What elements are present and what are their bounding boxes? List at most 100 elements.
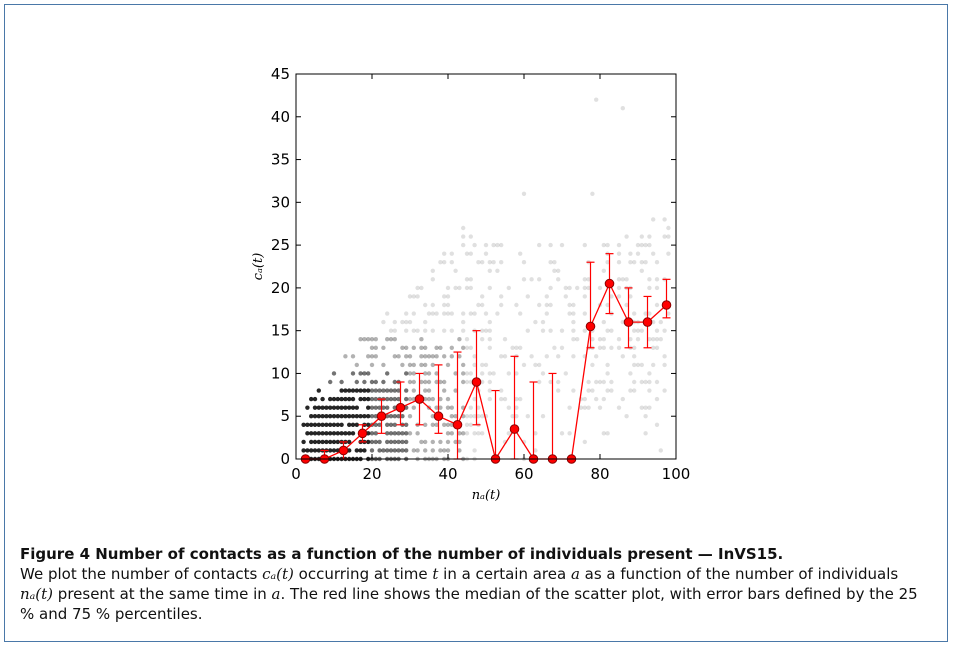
- scatter-point: [651, 217, 656, 222]
- scatter-point: [430, 439, 435, 445]
- scatter-point: [347, 439, 352, 445]
- scatter-point: [506, 371, 511, 376]
- scatter-point: [666, 251, 671, 256]
- scatter-point: [328, 422, 333, 427]
- scatter-point: [632, 328, 637, 333]
- scatter-point: [445, 439, 451, 445]
- scatter-point: [423, 448, 428, 453]
- scatter-point: [350, 431, 356, 436]
- median-point: [433, 411, 444, 422]
- scatter-point: [635, 251, 641, 256]
- scatter-point: [385, 396, 390, 402]
- scatter-point: [472, 431, 477, 436]
- scatter-point: [369, 345, 375, 350]
- scatter-point: [381, 405, 386, 410]
- scatter-point: [430, 448, 435, 453]
- scatter-point: [605, 242, 610, 248]
- scatter-point: [654, 285, 660, 291]
- scatter-point: [347, 422, 352, 427]
- scatter-point: [457, 285, 462, 291]
- scatter-point: [468, 371, 473, 376]
- scatter-point: [366, 388, 371, 393]
- scatter-point: [316, 431, 321, 436]
- scatter-point: [423, 422, 428, 427]
- scatter-point: [453, 268, 458, 273]
- caption-title: Figure 4 Number of contacts as a functio…: [20, 545, 784, 563]
- scatter-point: [411, 328, 416, 333]
- scatter-point: [350, 396, 356, 402]
- scatter-point: [472, 242, 477, 248]
- scatter-point: [309, 396, 314, 402]
- scatter-point: [464, 379, 470, 385]
- scatter-point: [529, 354, 534, 359]
- scatter-point: [563, 294, 568, 299]
- scatter-point: [632, 362, 637, 368]
- scatter-point: [434, 311, 439, 316]
- scatter-point: [559, 242, 565, 248]
- median-point: [357, 428, 368, 439]
- x-axis-label: nₐ(t): [472, 488, 501, 503]
- scatter-point: [605, 388, 610, 393]
- scatter-point: [666, 225, 671, 231]
- scatter-point: [472, 396, 477, 402]
- scatter-point: [480, 414, 485, 419]
- scatter-point: [449, 328, 454, 333]
- scatter-point: [548, 302, 553, 308]
- y-tick-label: 10: [271, 364, 290, 382]
- scatter-point: [620, 396, 625, 402]
- scatter-point: [404, 345, 409, 350]
- scatter-point: [407, 319, 413, 325]
- caption-math: cₐ(t): [262, 565, 294, 583]
- scatter-point: [339, 414, 344, 419]
- scatter-point: [563, 371, 568, 376]
- scatter-point: [556, 354, 561, 359]
- scatter-point: [366, 337, 371, 342]
- scatter-point: [309, 448, 314, 453]
- scatter-point: [483, 251, 489, 256]
- scatter-point: [483, 362, 489, 368]
- scatter-point: [442, 302, 447, 308]
- scatter-point: [487, 337, 492, 342]
- scatter-point: [430, 328, 435, 333]
- scatter-point: [514, 345, 519, 350]
- scatter-point: [468, 234, 473, 239]
- scatter-point: [559, 345, 565, 350]
- scatter-point: [388, 414, 394, 419]
- scatter-point: [316, 414, 321, 419]
- scatter-point: [426, 354, 432, 359]
- scatter-point: [430, 396, 435, 402]
- scatter-point: [369, 362, 375, 368]
- median-point: [585, 321, 596, 332]
- scatter-point: [651, 251, 656, 256]
- scatter-point: [331, 414, 337, 419]
- scatter-point: [472, 362, 477, 368]
- scatter-point: [434, 354, 439, 359]
- scatter-point: [666, 234, 671, 239]
- scatter-point: [366, 414, 371, 419]
- scatter-point: [533, 362, 538, 368]
- scatter-point: [354, 362, 359, 368]
- scatter-point: [480, 371, 485, 376]
- scatter-point: [461, 362, 466, 368]
- scatter-point: [571, 354, 576, 359]
- scatter-point: [487, 388, 492, 393]
- caption-text: 75 %: [72, 605, 111, 623]
- scatter-point: [662, 362, 667, 368]
- scatter-point: [312, 405, 318, 410]
- scatter-point: [343, 405, 348, 410]
- scatter-point: [518, 396, 523, 402]
- scatter-point: [643, 260, 648, 265]
- scatter-point: [495, 311, 500, 316]
- scatter-point: [400, 448, 405, 453]
- scatter-point: [419, 439, 424, 445]
- figure-caption: Figure 4 Number of contacts as a functio…: [20, 544, 930, 624]
- median-point: [642, 317, 653, 327]
- scatter-point: [442, 311, 447, 316]
- scatter-point: [434, 422, 439, 427]
- median-point: [623, 317, 634, 327]
- scatter-point: [476, 302, 481, 308]
- scatter-point: [480, 328, 485, 333]
- scatter-point: [369, 405, 375, 410]
- scatter-point: [309, 414, 314, 419]
- scatter-point: [601, 268, 606, 273]
